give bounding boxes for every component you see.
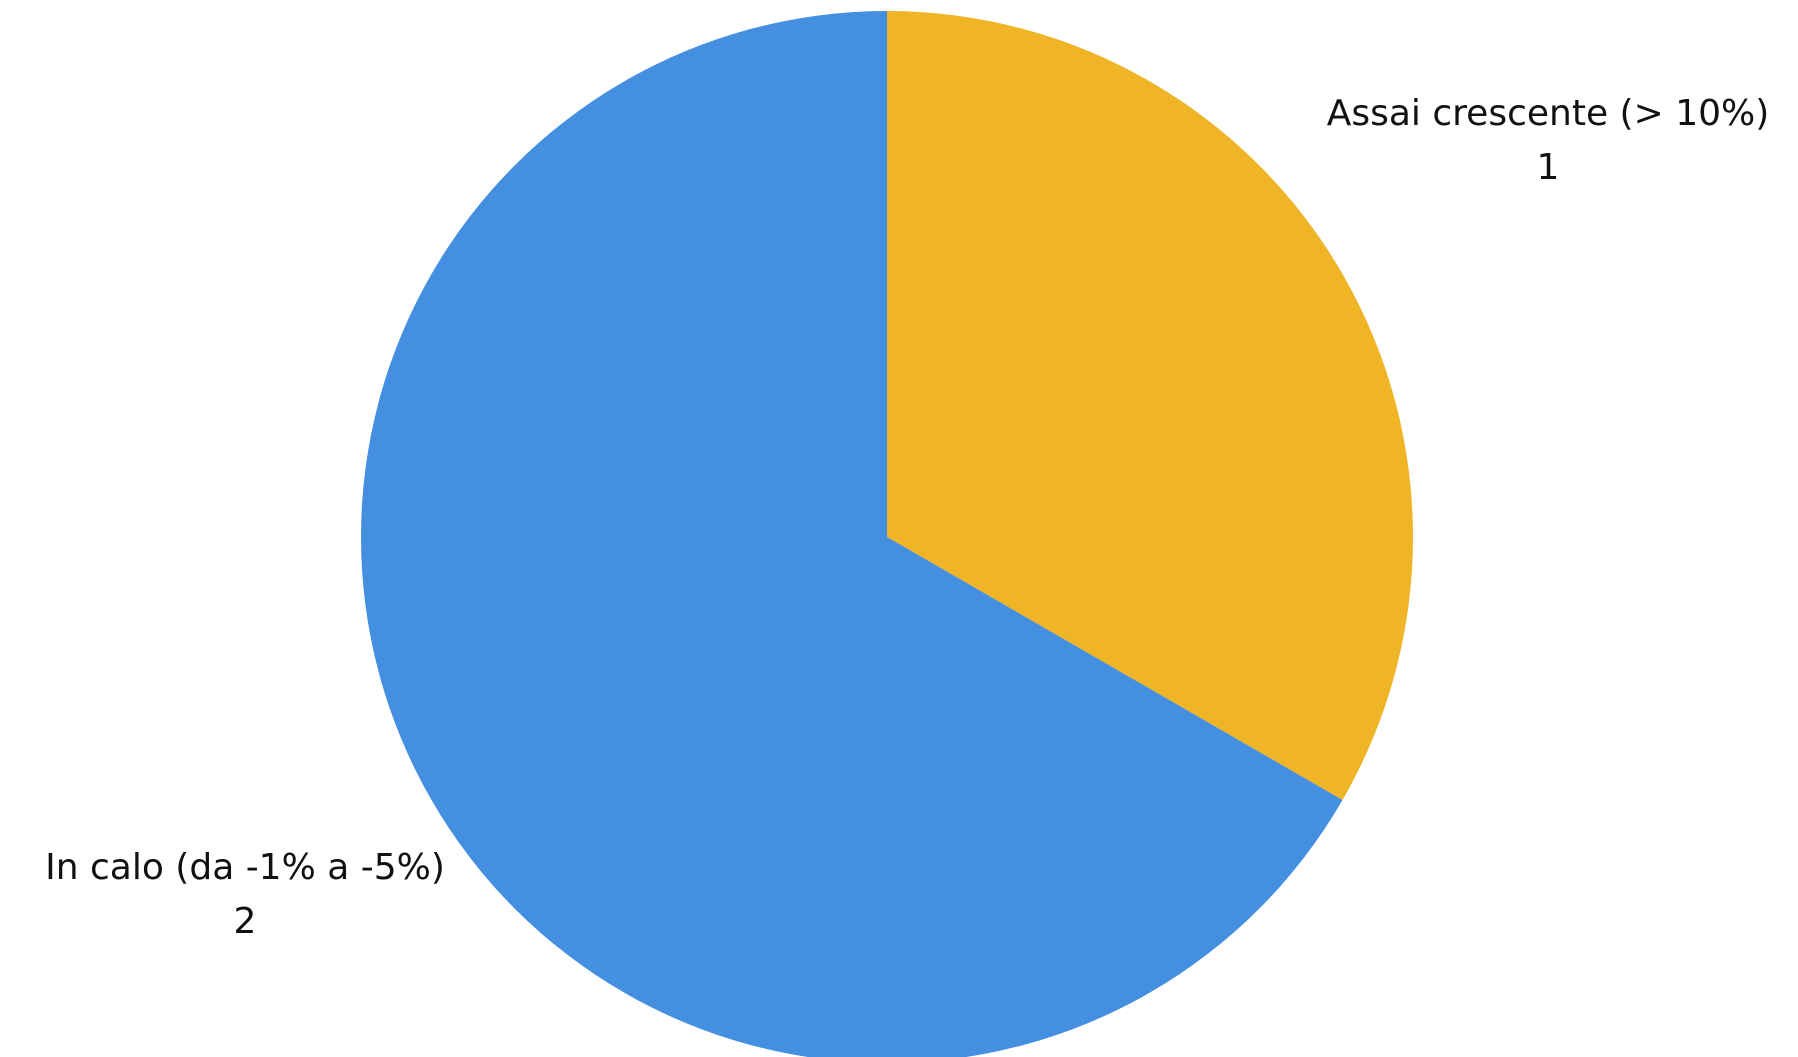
- slice-value-label: 2: [234, 901, 257, 942]
- pie-slice: [361, 11, 1343, 1057]
- slice-label: In calo (da -1% a -5%): [45, 847, 445, 888]
- slice-label: Assai crescente (> 10%): [1327, 93, 1770, 134]
- slice-value-label: 1: [1537, 147, 1560, 188]
- pie-slice: [887, 11, 1413, 800]
- pie-slices: [361, 11, 1413, 1057]
- pie-labels: Assai crescente (> 10%) 1 In calo (da -1% …: [45, 93, 1769, 942]
